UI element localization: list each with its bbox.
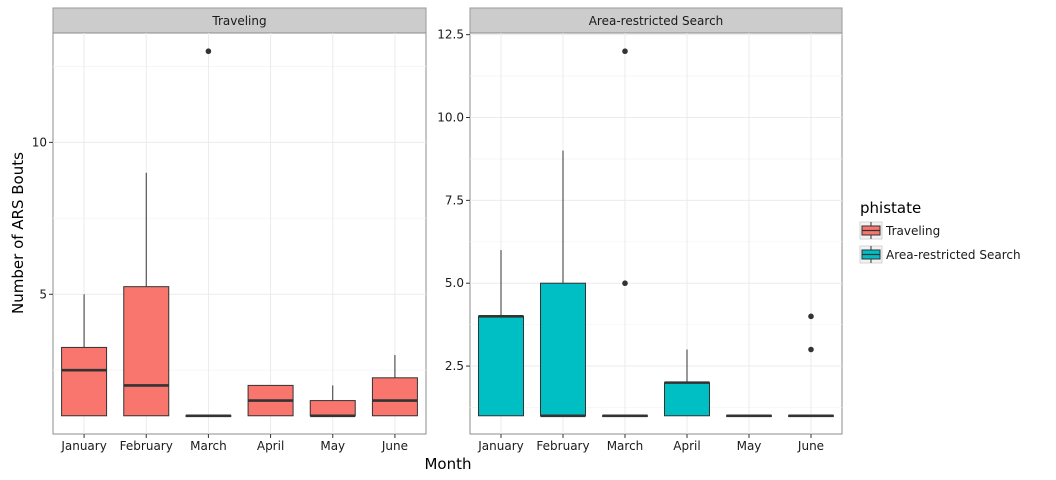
y-tick-label: 10.0	[437, 111, 464, 125]
legend-keys: Traveling Area-restricted Search	[859, 221, 1021, 264]
box-january	[61, 294, 108, 417]
legend-key: Area-restricted Search	[859, 245, 1021, 264]
y-tick-label: 10	[32, 135, 47, 149]
box-february	[123, 172, 170, 417]
x-tick-label: January	[60, 439, 107, 453]
box-may	[309, 385, 356, 418]
box-body	[540, 282, 586, 417]
y-tick-label: 5	[39, 287, 47, 301]
x-tick-label: June	[381, 439, 408, 453]
outlier-point	[622, 280, 628, 287]
box-march	[185, 48, 232, 418]
box-body	[664, 382, 710, 417]
facet-strip-label: Area-restricted Search	[589, 14, 724, 28]
outlier-point	[622, 48, 628, 55]
x-tick-label: March	[607, 439, 644, 453]
x-tick-label: January	[477, 439, 524, 453]
facet-panel: Area-restricted Search 2.5 5.0 7.5 10.0 12.5 J…	[437, 7, 843, 453]
box-april	[664, 349, 710, 417]
box-february	[540, 150, 586, 418]
box-march	[602, 48, 648, 418]
facet-strip-label: Traveling	[211, 14, 266, 28]
x-tick-label: May	[737, 439, 762, 453]
x-tick-label: February	[536, 439, 589, 453]
x-tick-label: June	[797, 439, 824, 453]
x-tick-label: May	[320, 439, 345, 453]
legend: phistate Traveling Area-restricted Search	[859, 199, 1021, 264]
legend-label: Area-restricted Search	[886, 248, 1021, 262]
gridlines	[470, 33, 842, 434]
box-body	[61, 346, 108, 417]
plot-panel	[469, 32, 843, 435]
facet-panel: Traveling 5 10 January February March April May…	[32, 7, 427, 453]
y-tick-label: 12.5	[437, 28, 464, 42]
box-june	[371, 355, 418, 417]
y-tick-label: 2.5	[445, 359, 464, 373]
legend-label: Traveling	[885, 224, 940, 238]
x-tick-label: April	[673, 439, 700, 453]
y-tick-label: 5.0	[445, 276, 464, 290]
x-axis-title: Month	[424, 455, 471, 473]
box-june	[788, 313, 834, 418]
facet-panels: Traveling 5 10 January February March April May…	[32, 7, 843, 453]
box-may	[726, 414, 772, 418]
box-body	[478, 315, 524, 417]
outlier-point	[205, 48, 212, 55]
outlier-point	[808, 313, 814, 320]
facet-strip	[469, 7, 843, 34]
box-body	[123, 286, 170, 417]
box-april	[247, 384, 294, 417]
box-body	[371, 377, 418, 417]
outlier-point	[808, 346, 814, 353]
box-body	[309, 400, 356, 417]
y-tick-label: 7.5	[445, 193, 464, 207]
facet-strip	[52, 7, 427, 34]
legend-title: phistate	[860, 199, 921, 217]
y-axis-title: Number of ARS Bouts	[9, 152, 27, 314]
plot-panel	[52, 32, 427, 435]
legend-key: Traveling	[859, 221, 940, 240]
x-tick-label: March	[190, 439, 227, 453]
box-january	[478, 250, 524, 417]
x-tick-label: February	[120, 439, 173, 453]
x-tick-label: April	[257, 439, 284, 453]
